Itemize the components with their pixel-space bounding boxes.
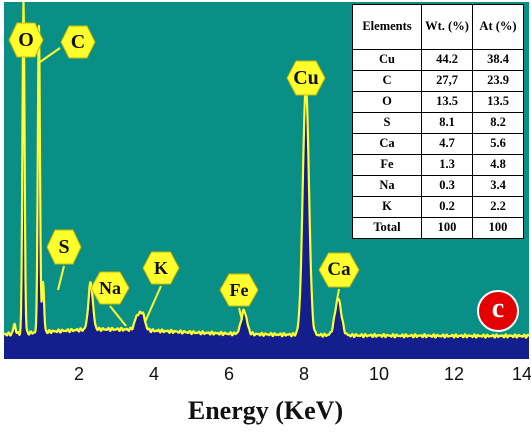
table-row: O 13.5 13.5 — [352, 91, 524, 113]
table-cell-wt: 0.2 — [421, 196, 473, 218]
x-tick-label: 8 — [298, 364, 310, 384]
table-cell-at: 4.8 — [472, 154, 524, 176]
table-row: K 0.2 2.2 — [352, 196, 524, 218]
composition-table: Elements Wt. (%) At (%) Cu 44.2 38.4 C 27,7 2… — [352, 4, 524, 239]
table-header-wt: Wt. (%) — [421, 4, 473, 50]
table-header-elements: Elements — [352, 4, 422, 50]
peak-label-s: S — [46, 229, 82, 265]
table-cell-at: 38.4 — [472, 49, 524, 71]
peak-label-text: O — [18, 28, 34, 51]
baseline-strip — [4, 347, 529, 359]
x-tick-label: 2 — [73, 364, 85, 384]
table-cell-at: 5.6 — [472, 133, 524, 155]
peak-label-cu: Cu — [286, 60, 326, 96]
table-cell-at: 100 — [472, 217, 524, 239]
table-cell-at: 8.2 — [472, 112, 524, 134]
table-header-row: Elements Wt. (%) At (%) — [352, 4, 524, 50]
panel-label-badge: c — [477, 290, 519, 332]
table-cell-element: Na — [352, 175, 422, 197]
table-row: Cu 44.2 38.4 — [352, 49, 524, 71]
x-tick-label: 14 — [511, 364, 531, 384]
hexagon-shape — [219, 273, 259, 307]
table-row: Total 100 100 — [352, 217, 524, 239]
table-cell-element: Cu — [352, 49, 422, 71]
table-cell-wt: 27,7 — [421, 70, 473, 92]
table-cell-at: 13.5 — [472, 91, 524, 113]
peak-label-k: K — [142, 251, 180, 285]
peak-label-o: O — [8, 22, 44, 58]
table-cell-wt: 8.1 — [421, 112, 473, 134]
peak-label-text: Na — [99, 277, 121, 298]
hexagon-shape — [142, 251, 180, 285]
table-cell-element: S — [352, 112, 422, 134]
table-cell-at: 3.4 — [472, 175, 524, 197]
peak-label-text: C — [70, 30, 86, 53]
hexagon-shape — [60, 25, 96, 59]
x-tick-label: 10 — [368, 364, 390, 384]
hexagon-shape — [90, 271, 130, 305]
table-cell-at: 23.9 — [472, 70, 524, 92]
table-row: Ca 4.7 5.6 — [352, 133, 524, 155]
table-cell-element: Ca — [352, 133, 422, 155]
table-row: Fe 1.3 4.8 — [352, 154, 524, 176]
table-cell-wt: 4.7 — [421, 133, 473, 155]
peak-label-ca: Ca — [318, 252, 360, 288]
peak-label-text: Cu — [293, 66, 319, 89]
table-body: Cu 44.2 38.4 C 27,7 23.9 O 13.5 13.5 S 8.1 8.2 Ca 4.7… — [352, 49, 524, 239]
peak-label-fe: Fe — [219, 273, 259, 307]
table-cell-wt: 0.3 — [421, 175, 473, 197]
peak-label-na: Na — [90, 271, 130, 305]
table-cell-element: Total — [352, 217, 422, 239]
peak-label-text: Ca — [327, 259, 351, 280]
peak-label-c: C — [60, 25, 96, 59]
hexagon-shape — [286, 60, 326, 96]
table-cell-wt: 100 — [421, 217, 473, 239]
table-cell-element: K — [352, 196, 422, 218]
x-tick-label: 4 — [148, 364, 160, 384]
table-row: Na 0.3 3.4 — [352, 175, 524, 197]
table-cell-element: O — [352, 91, 422, 113]
hexagon-shape — [318, 252, 360, 288]
table-cell-wt: 1.3 — [421, 154, 473, 176]
table-cell-wt: 13.5 — [421, 91, 473, 113]
peak-label-text: K — [153, 257, 168, 278]
table-row: C 27,7 23.9 — [352, 70, 524, 92]
table-row: S 8.1 8.2 — [352, 112, 524, 134]
table-cell-at: 2.2 — [472, 196, 524, 218]
table-cell-element: C — [352, 70, 422, 92]
hexagon-shape — [46, 229, 82, 265]
table-cell-wt: 44.2 — [421, 49, 473, 71]
x-tick-label: 6 — [223, 364, 235, 384]
x-axis-title: Energy (KeV) — [187, 396, 344, 425]
peak-label-text: S — [58, 235, 70, 258]
table-cell-element: Fe — [352, 154, 422, 176]
peak-label-text: Fe — [229, 279, 249, 300]
x-tick-label: 12 — [443, 364, 465, 384]
table-header-at: At (%) — [472, 4, 524, 50]
hexagon-shape — [8, 22, 44, 58]
